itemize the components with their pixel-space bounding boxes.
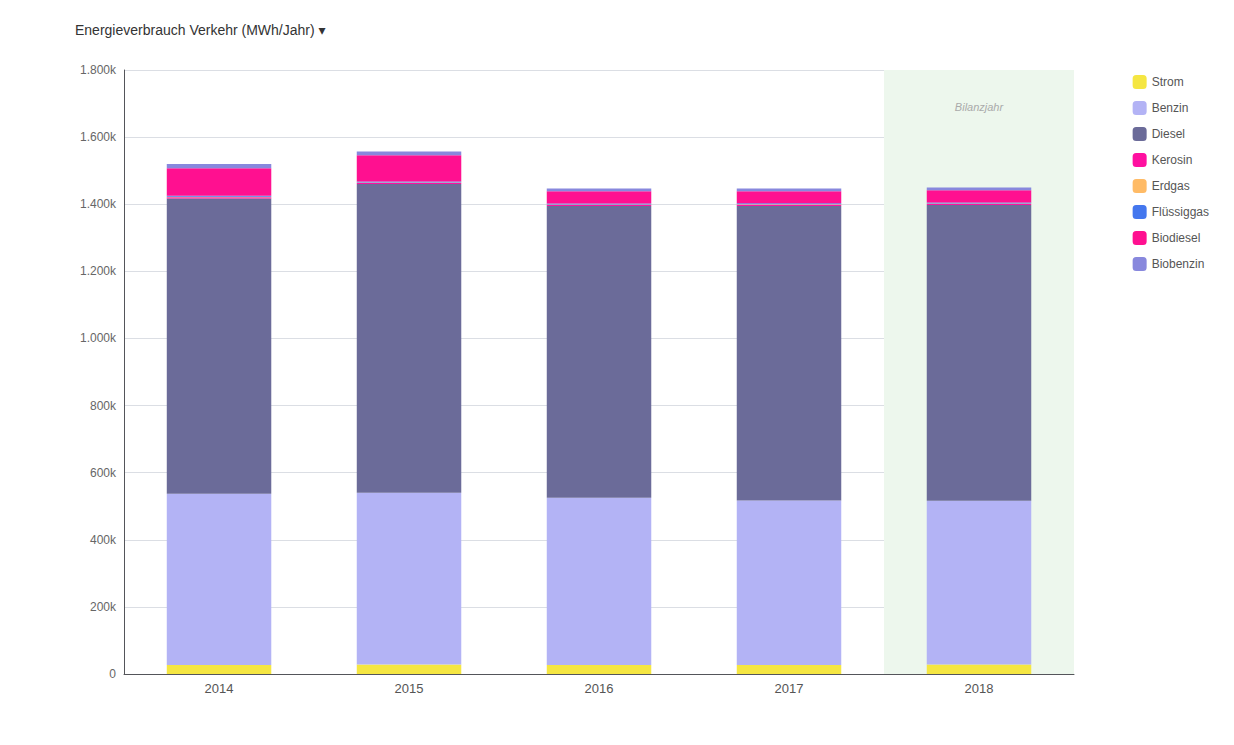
svg-text:1.200k: 1.200k <box>80 264 117 278</box>
svg-text:Benzin: Benzin <box>1152 101 1189 115</box>
svg-text:1.600k: 1.600k <box>80 130 117 144</box>
svg-text:1.000k: 1.000k <box>80 331 117 345</box>
svg-text:Kerosin: Kerosin <box>1152 153 1193 167</box>
svg-text:Biobenzin: Biobenzin <box>1152 257 1205 271</box>
svg-text:Flüssiggas: Flüssiggas <box>1152 205 1209 219</box>
svg-text:Diesel: Diesel <box>1152 127 1185 141</box>
svg-text:0: 0 <box>109 667 116 681</box>
svg-text:600k: 600k <box>90 466 117 480</box>
svg-text:2018: 2018 <box>965 681 994 696</box>
svg-text:800k: 800k <box>90 399 117 413</box>
svg-text:2015: 2015 <box>395 681 424 696</box>
svg-text:Erdgas: Erdgas <box>1152 179 1190 193</box>
svg-text:Biodiesel: Biodiesel <box>1152 231 1201 245</box>
svg-text:400k: 400k <box>90 533 117 547</box>
svg-text:2017: 2017 <box>775 681 804 696</box>
svg-text:Bilanzjahr: Bilanzjahr <box>955 101 1005 113</box>
svg-text:Energieverbrauch Verkehr (MWh/: Energieverbrauch Verkehr (MWh/Jahr) ▾ <box>75 22 326 38</box>
svg-text:2016: 2016 <box>585 681 614 696</box>
svg-text:Strom: Strom <box>1152 75 1184 89</box>
svg-text:200k: 200k <box>90 600 117 614</box>
svg-text:2014: 2014 <box>205 681 234 696</box>
svg-text:1.400k: 1.400k <box>80 197 117 211</box>
svg-text:1.800k: 1.800k <box>80 63 117 77</box>
